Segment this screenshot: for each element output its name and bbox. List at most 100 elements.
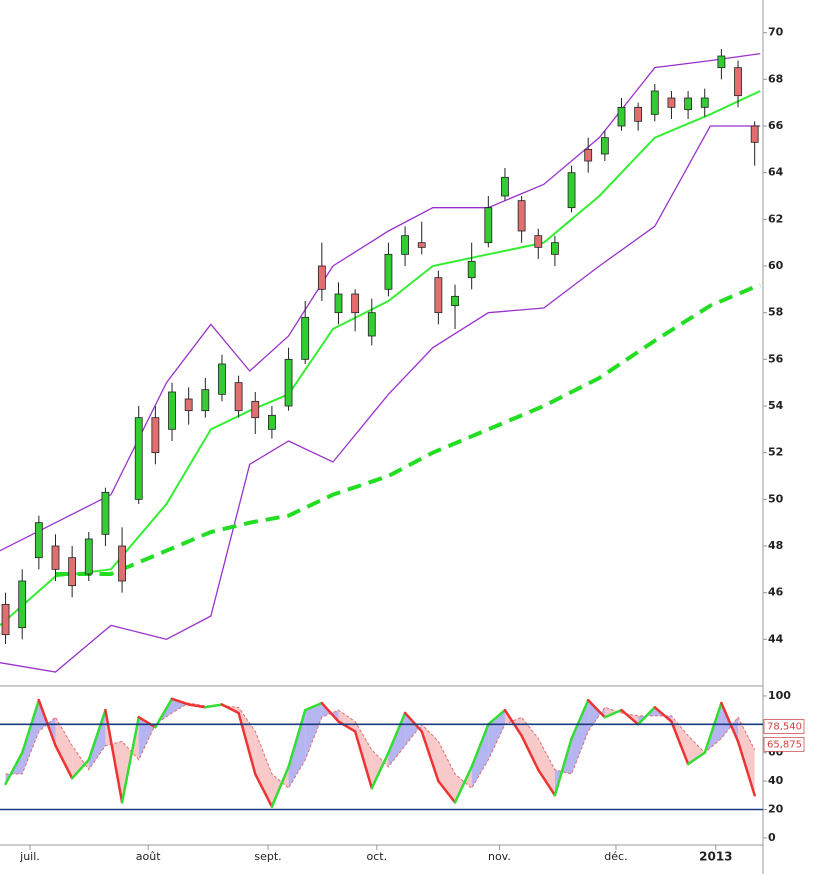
candle-body [317,265,326,290]
oscillator-fill [738,717,755,796]
candle-body [34,522,43,559]
oscillator-line [37,698,57,747]
oscillator-line [503,708,523,737]
oscillator-line [287,708,307,769]
candle-body [351,293,360,314]
oscillator-line [187,703,207,709]
candle-body [551,242,559,255]
oscillator-line [154,697,174,729]
y-tick-label: 56 [768,352,784,365]
readout-box [763,719,805,734]
oscillator-fill [405,712,422,746]
candle-body [334,293,343,314]
oscillator-fill [55,717,73,779]
oscillator-line [220,703,240,715]
oscillator-line [586,698,607,719]
candle-body [134,417,143,500]
oscillator-line [420,730,440,783]
oscillator-fill [338,710,356,732]
oscillator-line [437,779,457,804]
oscillator-line [453,765,473,804]
y-tick-label: 58 [768,306,783,319]
candle-body [384,253,393,290]
oscillator-fill [72,745,89,779]
oscillator-fill [288,710,306,789]
candle-body [184,398,193,412]
candle-body [401,235,409,255]
y-tick-label: 70 [768,26,784,39]
oscillator-line [387,711,407,754]
oscillator-fill [255,731,272,807]
oscillator-line [520,734,540,772]
oscillator-line [537,768,557,797]
candle-body [51,545,60,570]
oscillator-line [470,723,490,769]
oscillator-line [686,751,706,766]
oscillator-line [70,758,91,780]
oscillator-line [603,708,623,719]
candle-body [467,260,476,279]
oscillator-line [170,697,190,706]
oscillator-fill [138,717,156,760]
readout-label: 65,875 [767,739,802,750]
candle-body [650,90,659,115]
y-tick-label: 100 [768,689,791,702]
candle-body [734,67,742,97]
y-tick-label: 52 [768,446,783,459]
x-tick-label: oct. [366,850,387,863]
candle-body [101,491,110,535]
oscillator-line [487,708,507,726]
oscillator-fill [521,717,539,770]
oscillator-line [337,720,357,733]
candle-body [750,125,759,143]
oscillator-line [636,706,657,726]
oscillator-fill [22,700,39,775]
candle-body [251,400,260,419]
y-tick-label: 44 [768,632,784,645]
candle-body [684,97,692,111]
oscillator-fill [471,724,489,789]
oscillator-line [703,701,723,754]
candle-body [168,391,176,430]
x-tick-label: nov. [488,850,511,863]
y-tick-label: 68 [768,72,783,85]
x-tick-label: déc. [604,850,627,863]
oscillator-fill [438,741,456,803]
oscillator-line [353,730,374,790]
oscillator-line [254,772,274,808]
candle-body [700,97,709,108]
oscillator-line [20,698,41,754]
oscillator-fill [388,712,406,767]
candle-body [284,358,293,407]
moving-average [55,282,762,576]
oscillator-fill [571,700,589,775]
oscillator-line [120,715,140,804]
oscillator-line [270,765,290,808]
y-tick-label: 48 [768,539,783,552]
candle-body [567,172,576,209]
oscillator-line [620,708,640,726]
y-tick-label: 66 [768,119,784,132]
candle-body [600,137,609,155]
x-tick-label: juil. [19,850,40,863]
oscillator-fill [305,703,322,760]
candle-body [617,106,626,127]
readout-box [763,736,805,752]
oscillator-line [653,706,673,723]
oscillator-line [553,737,573,797]
y-tick-label: 54 [768,399,784,412]
oscillator-fill [538,738,555,796]
oscillator-line [303,701,324,712]
oscillator-line [87,708,107,762]
oscillator-line [4,751,24,786]
candle-body [1,603,10,636]
y-tick-label: 40 [768,774,784,787]
y-tick-label: 20 [768,803,784,816]
candle-body [84,538,93,575]
y-tick-label: 0 [768,831,776,844]
oscillator-line [570,698,590,740]
band-line [0,90,761,627]
candle-body [417,242,426,248]
candle-body [218,363,226,395]
